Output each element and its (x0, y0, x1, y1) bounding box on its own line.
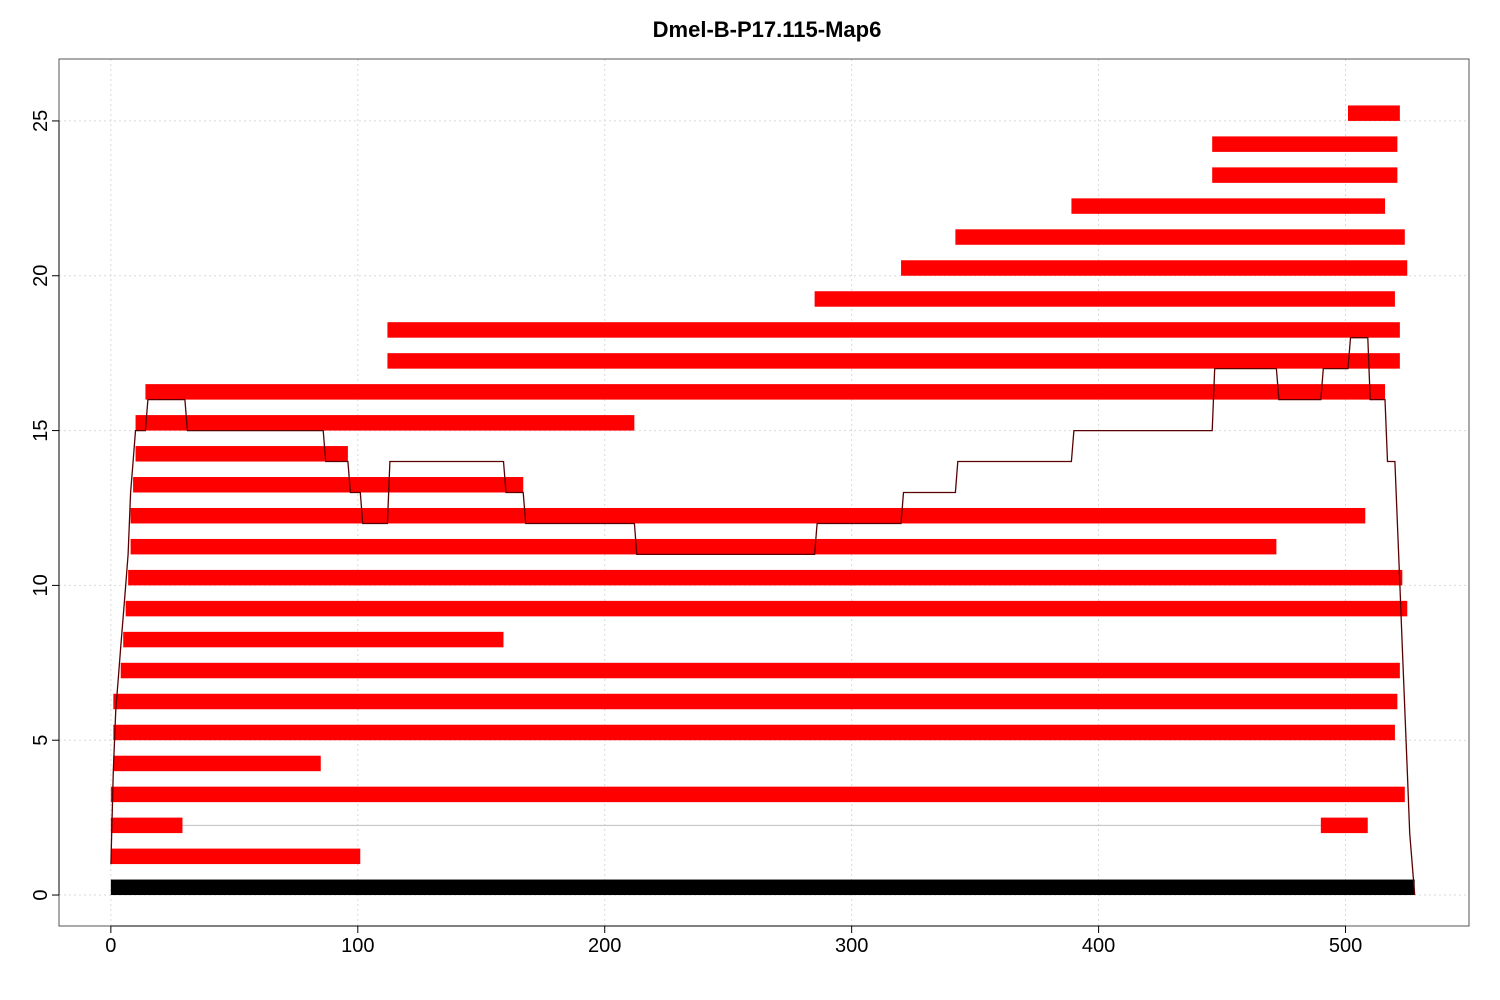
y-tick-label: 20 (30, 265, 52, 287)
segment-bar (110, 817, 183, 834)
segment-bar (135, 446, 348, 462)
segment-bar (128, 569, 1403, 586)
coverage-line-group (110, 337, 1416, 896)
segment-bar (145, 384, 1386, 400)
segment-bar (1320, 817, 1368, 834)
x-axis: 0 100 200 300 400 500 (105, 925, 1362, 957)
segment-bar (1071, 198, 1386, 214)
segment-bar (130, 538, 1277, 555)
segment-bar (125, 600, 1408, 617)
segment-bar (955, 229, 1405, 245)
segment-bar (387, 353, 1400, 369)
reference-bar (110, 879, 1415, 896)
segment-bar (113, 724, 1395, 741)
segment-bar (1348, 105, 1400, 121)
y-tick-label: 15 (30, 419, 52, 441)
x-tick-label: 400 (1082, 935, 1115, 957)
segment-bar (1212, 136, 1398, 152)
segment-bar (387, 322, 1400, 338)
x-tick-label: 300 (835, 935, 868, 957)
y-tick-label: 10 (30, 574, 52, 596)
segment-bar (135, 415, 635, 431)
segment-bar (113, 693, 1398, 710)
segment-bars (110, 105, 1415, 896)
x-tick-label: 0 (105, 935, 116, 957)
y-tick-label: 5 (30, 735, 52, 746)
segment-bar (814, 291, 1395, 307)
x-tick-label: 500 (1329, 935, 1362, 957)
segment-bar (120, 662, 1400, 679)
y-tick-label: 0 (30, 889, 52, 900)
x-tick-label: 200 (588, 935, 621, 957)
segment-bar (901, 260, 1408, 276)
y-tick-label: 25 (30, 110, 52, 132)
y-axis: 0 5 10 15 20 25 (30, 110, 60, 901)
coverage-line (110, 337, 1416, 896)
x-tick-label: 100 (341, 935, 374, 957)
segment-bar (113, 755, 321, 772)
segment-bar (1212, 167, 1398, 183)
segment-bar (110, 786, 1405, 803)
segment-bar (110, 848, 361, 865)
segment-bar (123, 631, 504, 648)
segment-bar (130, 507, 1366, 524)
chart-title: Dmel-B-P17.115-Map6 (653, 17, 882, 42)
segment-bar (133, 477, 524, 493)
